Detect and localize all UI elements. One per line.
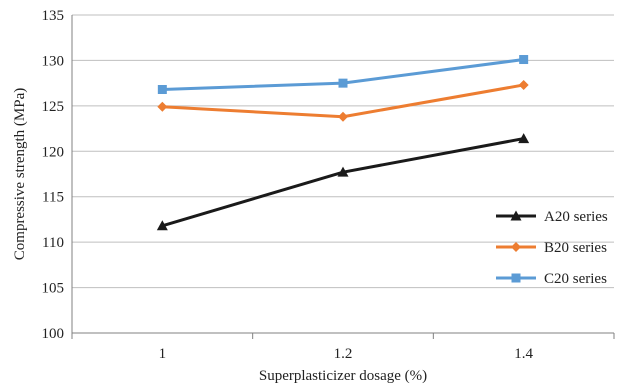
y-tick-label: 105 — [42, 281, 65, 297]
y-tick-labels: 100 105 110 115 120 125 130 135 — [42, 8, 65, 342]
x-tick-labels: 1 1.2 1.4 — [159, 346, 534, 362]
data-point — [156, 220, 168, 231]
x-tick-label: 1.2 — [334, 346, 353, 362]
legend-label: B20 series — [544, 240, 607, 256]
legend-label: C20 series — [544, 271, 607, 287]
x-axis-label: Superplasticizer dosage (%) — [259, 368, 427, 384]
y-tick-label: 130 — [42, 53, 65, 69]
series-2 — [157, 79, 529, 122]
legend-item: A20 series — [496, 209, 608, 225]
series-1 — [156, 133, 530, 231]
y-tick-label: 125 — [42, 99, 65, 115]
y-axis-label: Compressive strength (MPa) — [12, 88, 28, 260]
legend-marker — [511, 273, 521, 283]
data-point — [518, 79, 529, 90]
y-tick-label: 135 — [42, 8, 65, 24]
legend-marker — [510, 210, 522, 221]
series-lines — [156, 55, 530, 231]
legend-label: A20 series — [544, 209, 608, 225]
y-tick-label: 115 — [42, 190, 64, 206]
y-tick-label: 110 — [42, 235, 64, 251]
data-point — [519, 55, 529, 65]
legend-item: B20 series — [496, 240, 607, 256]
axes — [71, 15, 615, 339]
legend-item: C20 series — [496, 271, 607, 287]
legend: A20 series B20 series C20 series — [496, 209, 608, 287]
x-tick-label: 1.4 — [514, 346, 533, 362]
legend-marker — [511, 242, 521, 252]
data-point — [157, 101, 168, 112]
data-point — [337, 166, 349, 177]
data-point — [338, 78, 348, 88]
data-point — [157, 85, 167, 95]
data-point — [338, 111, 348, 122]
data-point — [518, 133, 530, 144]
series-3 — [157, 55, 529, 95]
y-tick-label: 120 — [42, 144, 65, 160]
y-tick-label: 100 — [42, 326, 65, 342]
x-tick-label: 1 — [159, 346, 167, 362]
